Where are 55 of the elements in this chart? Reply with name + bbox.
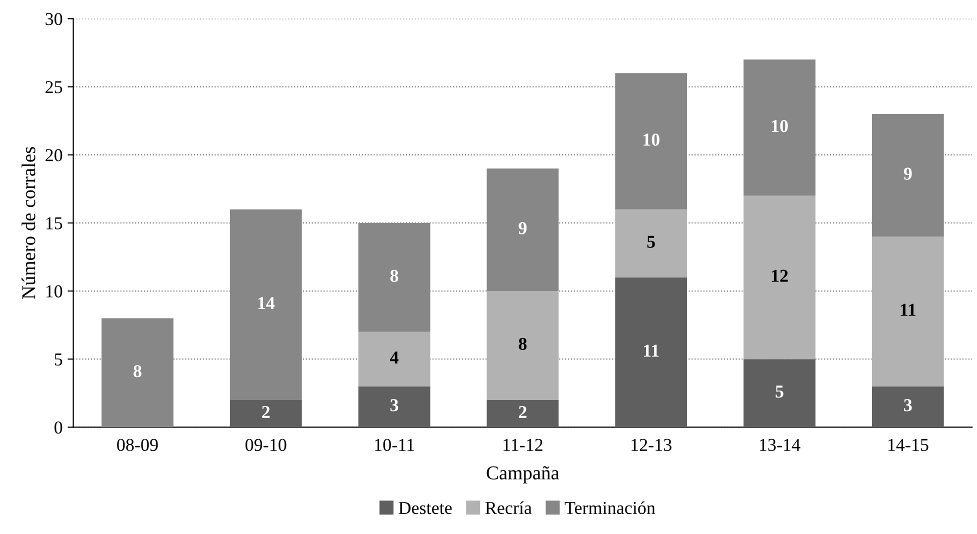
y-tick-label: 15	[46, 217, 62, 230]
bar	[615, 277, 688, 428]
y-tick-label: 30	[46, 12, 62, 26]
bar	[615, 209, 688, 278]
bar	[744, 196, 816, 360]
bar	[486, 168, 559, 292]
bar	[744, 60, 816, 196]
x-tick-label: 14-15	[888, 438, 928, 452]
bar	[744, 359, 816, 428]
data-label: 2	[262, 406, 270, 418]
data-label: 9	[904, 168, 912, 180]
data-label: 9	[518, 222, 527, 234]
bar	[486, 400, 559, 428]
data-label: 8	[134, 365, 142, 378]
data-label: 4	[390, 352, 398, 364]
bar	[358, 222, 430, 332]
data-label: 14	[258, 297, 275, 309]
data-label: 5	[776, 386, 784, 398]
legend-label: Terminación	[564, 501, 656, 514]
bar	[102, 318, 174, 428]
data-label: 11	[900, 304, 916, 316]
legend-label: Recría	[485, 501, 532, 514]
data-label: 10	[772, 120, 788, 132]
data-label: 8	[518, 338, 527, 350]
bar	[230, 400, 302, 428]
bar	[872, 236, 944, 386]
bar	[358, 386, 430, 428]
x-tick-label: 08-09	[117, 438, 158, 452]
bar	[615, 73, 688, 210]
x-tick-label: 11-12	[504, 438, 542, 451]
x-axis-title: Campaña	[486, 466, 560, 484]
data-label: 8	[390, 270, 398, 282]
data-label: 10	[644, 134, 660, 146]
data-label: 12	[772, 270, 788, 282]
y-tick-label: 5	[54, 354, 62, 366]
data-label: 11	[644, 344, 659, 357]
x-tick-label: 12-13	[632, 438, 672, 452]
y-tick-label: 0	[54, 421, 62, 434]
x-tick-label: 09-10	[246, 438, 286, 452]
data-label: 3	[390, 399, 398, 412]
data-label: 3	[904, 399, 912, 412]
data-label: 5	[647, 236, 655, 248]
x-tick-label: 13-14	[760, 438, 800, 452]
y-tick-label: 10	[46, 285, 62, 298]
legend-label: Destete	[398, 502, 452, 514]
bar	[872, 114, 944, 237]
x-tick-label: 10-11	[375, 438, 414, 452]
bar	[358, 332, 430, 386]
bar	[230, 209, 302, 400]
y-axis-title: Número de corrales	[22, 146, 36, 300]
bar	[486, 291, 559, 400]
bar	[872, 386, 944, 428]
data-label: 2	[518, 406, 526, 418]
y-tick-label: 25	[46, 81, 62, 94]
y-tick-label: 20	[46, 149, 62, 162]
